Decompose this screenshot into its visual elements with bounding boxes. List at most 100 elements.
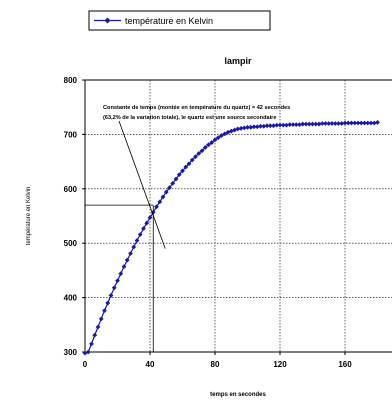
data-point <box>258 123 263 129</box>
data-point <box>274 122 280 128</box>
data-point <box>134 238 140 243</box>
data-point <box>375 120 380 125</box>
x-tick-label: 120 <box>273 360 287 369</box>
data-point <box>290 122 296 128</box>
data-point <box>358 120 364 126</box>
data-point <box>186 161 192 167</box>
data-point <box>215 135 221 141</box>
data-point <box>85 349 91 355</box>
data-point <box>368 120 374 126</box>
data-point <box>157 199 163 205</box>
plot-area <box>85 80 392 352</box>
legend-label: température en Kelvin <box>125 16 213 26</box>
data-point <box>206 142 211 148</box>
data-point <box>199 148 205 154</box>
data-point <box>115 278 120 284</box>
data-point <box>352 120 358 126</box>
data-point <box>251 124 257 130</box>
data-point <box>277 122 283 128</box>
data-point <box>163 189 169 195</box>
data-point <box>345 120 351 126</box>
data-point <box>339 121 345 126</box>
data-point <box>336 121 341 126</box>
data-point <box>342 120 348 126</box>
data-point <box>235 126 241 132</box>
data-point <box>176 172 182 178</box>
data-point <box>316 121 322 127</box>
data-point <box>323 121 328 126</box>
data-point <box>287 122 293 128</box>
series <box>82 120 380 356</box>
data-point <box>196 151 202 156</box>
data-point <box>306 121 312 127</box>
data-point <box>154 204 159 210</box>
y-tick-label: 600 <box>64 185 78 194</box>
data-point <box>219 133 224 138</box>
data-point <box>167 185 172 191</box>
data-point <box>371 120 377 126</box>
y-tick-label: 300 <box>64 348 78 357</box>
data-point <box>128 251 133 256</box>
data-point <box>293 122 299 128</box>
data-point <box>284 122 289 128</box>
x-tick-label: 160 <box>338 360 352 369</box>
data-point <box>108 293 114 298</box>
data-point <box>121 264 127 269</box>
data-point <box>189 157 195 163</box>
legend: température en Kelvin <box>88 10 271 31</box>
data-point <box>355 120 361 126</box>
data-point <box>137 232 143 237</box>
data-point <box>267 123 273 129</box>
data-point <box>264 123 270 129</box>
data-point <box>111 285 117 291</box>
data-point <box>95 324 101 330</box>
data-point <box>303 121 309 127</box>
data-point <box>271 123 276 129</box>
x-tick-label: 0 <box>83 360 88 369</box>
x-tick-label: 40 <box>146 360 155 369</box>
data-point <box>141 226 146 231</box>
data-point <box>310 121 315 127</box>
x-axis-label: temps en secondes <box>210 392 266 398</box>
data-point <box>98 316 104 322</box>
data-point <box>160 194 166 200</box>
annotation-line-2: (63,2% de la variation totale), le quart… <box>103 115 276 121</box>
data-point <box>102 308 107 314</box>
data-point <box>144 220 150 226</box>
data-point <box>326 121 332 126</box>
data-point <box>89 341 94 347</box>
data-point <box>319 121 325 126</box>
x-tick-label: 80 <box>211 360 220 369</box>
data-point <box>228 128 234 134</box>
data-point <box>222 131 228 137</box>
data-point <box>124 257 130 263</box>
data-point <box>362 120 367 126</box>
data-point <box>332 121 338 126</box>
data-point <box>193 154 198 160</box>
data-point <box>241 125 247 131</box>
data-point <box>280 122 286 128</box>
data-point <box>92 332 98 338</box>
y-tick-label: 500 <box>64 239 78 248</box>
annotation: Constante de temps (montée en températur… <box>103 105 290 249</box>
data-point <box>209 140 215 145</box>
data-point <box>254 124 260 130</box>
chart-title: lampir <box>224 56 252 66</box>
data-point <box>170 180 176 186</box>
data-point <box>297 122 302 128</box>
data-point <box>173 176 179 182</box>
data-point <box>329 121 335 126</box>
data-point <box>349 120 354 126</box>
legend-marker <box>104 17 111 24</box>
data-point <box>118 271 124 277</box>
data-point <box>261 123 267 129</box>
data-point <box>238 126 244 131</box>
data-point <box>202 145 208 150</box>
data-point <box>212 137 218 143</box>
annotation-pointer <box>118 120 166 249</box>
data-point <box>183 164 189 170</box>
data-point <box>300 121 306 127</box>
y-tick-label: 800 <box>64 76 78 85</box>
y-axis-label: température en Kelvin <box>26 187 32 246</box>
